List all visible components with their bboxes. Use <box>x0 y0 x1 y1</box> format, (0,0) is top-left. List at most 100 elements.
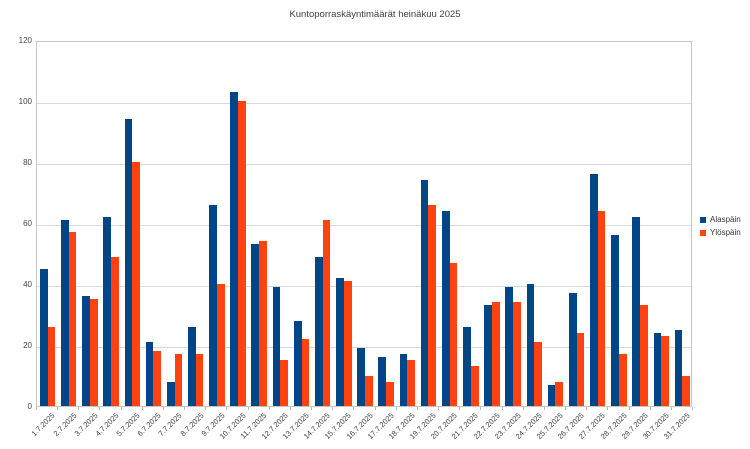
y-axis-label-0: 0 <box>27 402 32 411</box>
bar-alaspäin-7.7.2025 <box>166 381 175 406</box>
bar-alaspäin-30.7.2025 <box>653 332 662 406</box>
bar-alaspäin-6.7.2025 <box>145 341 154 406</box>
x-axis-tick <box>162 407 164 410</box>
x-axis-tick <box>141 407 143 410</box>
bar-alaspäin-23.7.2025 <box>505 287 514 406</box>
x-axis-tick <box>184 407 186 410</box>
bar-alaspäin-17.7.2025 <box>378 357 387 406</box>
x-axis-tick <box>607 407 609 410</box>
x-axis-tick <box>416 407 418 410</box>
bar-ylöspäin-31.7.2025 <box>682 375 691 406</box>
bar-ylöspäin-30.7.2025 <box>661 335 669 406</box>
bar-alaspäin-18.7.2025 <box>399 354 408 406</box>
gridline-y-80 <box>37 163 691 165</box>
legend-label: Ylöspäin <box>710 228 741 237</box>
x-axis-tick <box>36 407 37 410</box>
x-axis-tick <box>438 407 440 410</box>
bar-ylöspäin-18.7.2025 <box>407 360 416 406</box>
bar-ylöspäin-13.7.2025 <box>301 338 310 406</box>
x-axis-tick <box>649 407 651 410</box>
x-axis-tick <box>226 407 228 410</box>
gridline-y-100 <box>37 102 691 104</box>
x-axis-tick <box>99 407 101 410</box>
bar-ylöspäin-17.7.2025 <box>386 381 394 406</box>
x-axis-tick <box>374 407 376 410</box>
bar-alaspäin-4.7.2025 <box>103 216 112 406</box>
bar-ylöspäin-8.7.2025 <box>195 354 204 406</box>
x-axis-tick <box>586 407 588 410</box>
bar-alaspäin-14.7.2025 <box>314 256 323 406</box>
x-axis-tick <box>522 407 524 410</box>
bar-ylöspäin-2.7.2025 <box>68 232 77 406</box>
bar-alaspäin-12.7.2025 <box>272 287 281 406</box>
bar-ylöspäin-21.7.2025 <box>470 366 479 406</box>
bar-ylöspäin-29.7.2025 <box>640 305 648 406</box>
bar-alaspäin-21.7.2025 <box>463 326 471 406</box>
x-axis-tick <box>268 407 270 410</box>
x-axis-tick <box>543 407 545 410</box>
bar-ylöspäin-3.7.2025 <box>89 299 98 406</box>
x-axis-tick <box>332 407 334 410</box>
x-axis-tick <box>78 407 80 410</box>
x-axis-tick <box>57 407 59 410</box>
bar-alaspäin-27.7.2025 <box>590 174 598 406</box>
gridline-y-60 <box>37 224 691 226</box>
y-axis-label-80: 80 <box>23 158 32 167</box>
bar-ylöspäin-6.7.2025 <box>153 351 162 406</box>
bar-alaspäin-19.7.2025 <box>420 180 429 406</box>
y-axis-label-20: 20 <box>23 341 32 350</box>
bar-ylöspäin-19.7.2025 <box>428 204 437 406</box>
bar-ylöspäin-26.7.2025 <box>576 332 585 406</box>
bar-ylöspäin-4.7.2025 <box>111 256 119 406</box>
bar-alaspäin-24.7.2025 <box>526 284 535 406</box>
x-axis-tick <box>692 407 693 410</box>
bar-alaspäin-2.7.2025 <box>61 219 69 406</box>
bar-alaspäin-3.7.2025 <box>82 296 90 406</box>
x-axis-tick <box>459 407 461 410</box>
bar-alaspäin-8.7.2025 <box>187 326 196 406</box>
bar-alaspäin-26.7.2025 <box>568 293 577 406</box>
bar-alaspäin-29.7.2025 <box>632 216 641 406</box>
x-axis-tick <box>395 407 397 410</box>
bar-ylöspäin-24.7.2025 <box>534 341 542 406</box>
x-axis-tick <box>501 407 503 410</box>
x-axis-tick <box>289 407 291 410</box>
bar-alaspäin-28.7.2025 <box>611 235 619 406</box>
x-axis-tick <box>120 407 122 410</box>
legend-swatch-icon <box>700 229 706 236</box>
x-axis-tick <box>311 407 313 410</box>
chart-title: Kuntoporraskäyntimäärät heinäkuu 2025 <box>289 9 461 20</box>
bar-ylöspäin-28.7.2025 <box>618 354 627 406</box>
bar-alaspäin-22.7.2025 <box>484 305 492 406</box>
y-axis-label-60: 60 <box>23 219 32 228</box>
bar-alaspäin-31.7.2025 <box>674 329 683 406</box>
legend-swatch-icon <box>700 216 706 223</box>
bar-alaspäin-11.7.2025 <box>251 244 260 406</box>
bar-ylöspäin-27.7.2025 <box>597 210 606 406</box>
x-axis-tick <box>565 407 567 410</box>
legend-item-ylöspäin: Ylöspäin <box>700 228 741 237</box>
bar-ylöspäin-7.7.2025 <box>174 354 183 406</box>
x-axis-tick <box>480 407 482 410</box>
x-axis-tick <box>247 407 249 410</box>
bar-ylöspäin-25.7.2025 <box>555 381 564 406</box>
bar-alaspäin-16.7.2025 <box>357 348 365 406</box>
bar-ylöspäin-5.7.2025 <box>132 162 140 406</box>
bar-ylöspäin-14.7.2025 <box>322 219 331 406</box>
x-axis-tick <box>353 407 355 410</box>
gridline-y-40 <box>37 285 691 287</box>
bar-ylöspäin-10.7.2025 <box>238 101 246 406</box>
gridline-y-20 <box>37 346 691 348</box>
bar-alaspäin-20.7.2025 <box>441 210 450 406</box>
x-axis-tick <box>670 407 672 410</box>
x-axis-tick <box>628 407 630 410</box>
bar-ylöspäin-22.7.2025 <box>491 302 500 406</box>
bar-ylöspäin-9.7.2025 <box>216 284 225 406</box>
bar-ylöspäin-23.7.2025 <box>513 302 521 406</box>
bar-alaspäin-13.7.2025 <box>293 320 302 406</box>
legend-label: Alaspäin <box>710 215 741 224</box>
bar-ylöspäin-20.7.2025 <box>449 262 458 406</box>
bar-ylöspäin-16.7.2025 <box>365 375 373 406</box>
bar-alaspäin-10.7.2025 <box>230 91 239 406</box>
